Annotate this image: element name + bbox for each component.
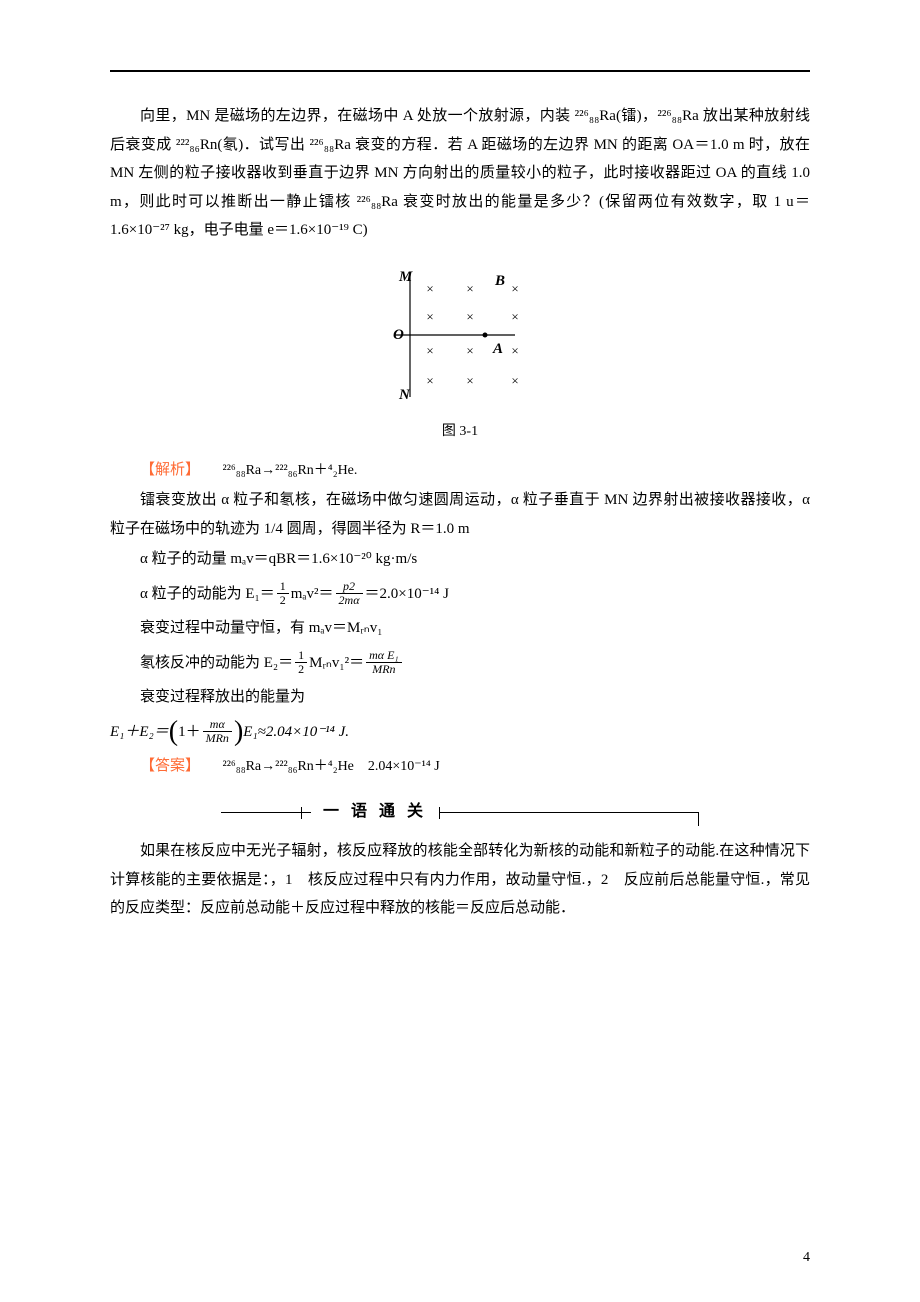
solution-label: 【解析】 (140, 462, 200, 478)
svg-text:×: × (511, 343, 518, 358)
answer-label: 【答案】 (140, 758, 200, 774)
label-N: N (398, 387, 411, 403)
svg-text:×: × (426, 343, 433, 358)
page-number: 4 (803, 1245, 810, 1272)
svg-text:×: × (466, 373, 473, 388)
figure-caption: 图 3-1 (110, 419, 810, 446)
svg-text:×: × (466, 309, 473, 324)
svg-text:×: × (511, 309, 518, 324)
p5-mid: Mᵣₙv₁²＝ (309, 649, 364, 678)
summary-p1: 如果在核反应中无光子辐射，核反应释放的核能全部转化为新核的动能和新粒子的动能.在… (110, 837, 810, 923)
solution-p5: 氡核反冲的动能为 E₂＝ 1 2 Mᵣₙv₁²＝ mα E₁ MRn (140, 649, 810, 678)
svg-text:×: × (511, 373, 518, 388)
p5-pre: 氡核反冲的动能为 E₂＝ (140, 649, 293, 678)
solution-p7: E₁＋E₂＝ ( 1＋ mα MRn ) E₁≈2.04×10⁻¹⁴ J. (110, 718, 810, 747)
svg-text:×: × (466, 281, 473, 296)
svg-text:×: × (426, 309, 433, 324)
label-B: B (494, 273, 505, 289)
label-M: M (398, 269, 413, 285)
svg-text:×: × (511, 281, 518, 296)
label-A: A (492, 341, 503, 357)
solution-p2: α 粒子的动量 mₐv＝qBR＝1.6×10⁻²⁰ kg·m/s (110, 545, 810, 574)
one-plus: 1＋ (178, 718, 201, 747)
solution-p4: 衰变过程中动量守恒，有 mₐv＝Mᵣₙv₁ (110, 614, 810, 643)
svg-text:×: × (466, 343, 473, 358)
solution-line-decay: 【解析】 ²²⁶₈₈Ra→²²²₈₆Rn＋⁴₂He. (110, 456, 810, 485)
p3-mid: mₐv²＝ (291, 580, 334, 609)
svg-text:×: × (426, 281, 433, 296)
frac-ma-mrn: mα MRn (203, 718, 232, 745)
banner-text: 一 语 通 关 (315, 797, 435, 827)
p7-post: E₁≈2.04×10⁻¹⁴ J. (243, 718, 349, 747)
p7-pre: E₁＋E₂＝ (110, 718, 169, 747)
section-banner: 一 语 通 关 (110, 797, 810, 827)
question-paragraph: 向里，MN 是磁场的左边界，在磁场中 A 处放一个放射源，内装 ²²⁶₈₈Ra(… (110, 102, 810, 245)
p3-post: ＝2.0×10⁻¹⁴ J (365, 580, 449, 609)
svg-text:×: × (426, 373, 433, 388)
solution-p6: 衰变过程释放出的能量为 (110, 683, 810, 712)
p3-pre: α 粒子的动能为 E₁＝ (140, 580, 275, 609)
frac-ma-e1: mα E₁ MRn (366, 649, 401, 676)
solution-p3: α 粒子的动能为 E₁＝ 1 2 mₐv²＝ p2 2mα ＝2.0×10⁻¹⁴… (140, 580, 810, 609)
answer-text: ²²⁶₈₈Ra→²²²₈₆Rn＋⁴₂He 2.04×10⁻¹⁴ J (223, 759, 440, 774)
frac-p2-2ma: p2 2mα (336, 580, 363, 607)
frac-half-2: 1 2 (295, 649, 307, 676)
top-rule (110, 70, 810, 72)
answer-line: 【答案】 ²²⁶₈₈Ra→²²²₈₆Rn＋⁴₂He 2.04×10⁻¹⁴ J (110, 752, 810, 781)
figure-3-1: × × × × × × × × × × × × M O N B A 图 3-1 (110, 265, 810, 446)
label-O: O (393, 327, 404, 343)
decay-equation: ²²⁶₈₈Ra→²²²₈₆Rn＋⁴₂He. (223, 463, 358, 478)
frac-half-1: 1 2 (277, 580, 289, 607)
magnetic-field-diagram: × × × × × × × × × × × × M O N B A (375, 265, 545, 405)
solution-p1: 镭衰变放出 α 粒子和氡核，在磁场中做匀速圆周运动，α 粒子垂直于 MN 边界射… (110, 486, 810, 543)
